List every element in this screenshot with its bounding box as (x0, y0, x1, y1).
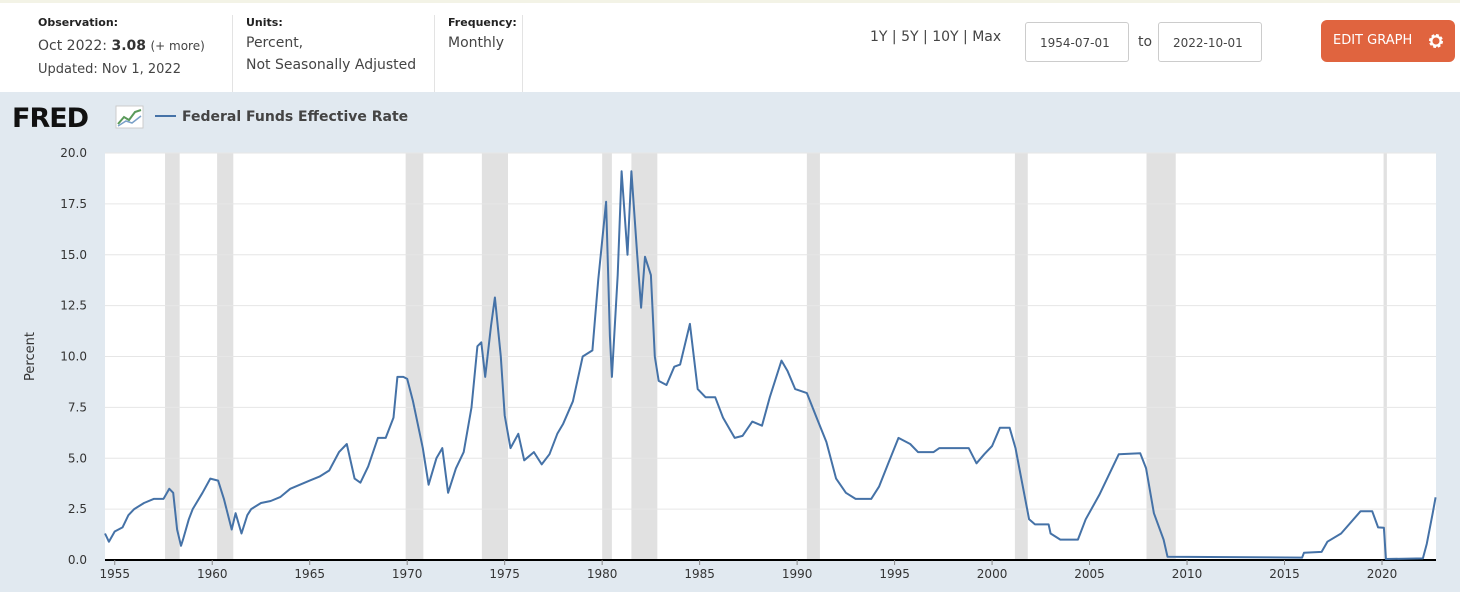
x-tick-label: 2020 (1367, 567, 1398, 581)
x-tick-label: 2015 (1269, 567, 1300, 581)
separator (232, 15, 233, 93)
y-tick-label: 10.0 (60, 350, 87, 364)
x-tick-label: 2000 (977, 567, 1008, 581)
y-axis-label: Percent (23, 332, 38, 381)
x-tick-label: 2005 (1074, 567, 1105, 581)
observation: Oct 2022: 3.08 (+ more) (38, 35, 205, 57)
x-tick-label: 1955 (99, 567, 130, 581)
header: Observation: Oct 2022: 3.08 (+ more) Upd… (0, 0, 1460, 93)
updated: Updated: Nov 1, 2022 (38, 62, 181, 77)
x-tick-label: 2010 (1172, 567, 1203, 581)
x-tick-label: 1965 (294, 567, 325, 581)
logo-icon (115, 105, 144, 129)
chart: FRED 0.0 2.5 5.0 7.5 10.0 12.5 15.0 17.5 20.0 195… (0, 92, 1460, 592)
range-option[interactable]: 5Y (901, 29, 919, 45)
range-option[interactable]: Max (972, 29, 1002, 45)
y-tick-label: 12.5 (60, 299, 87, 313)
frequency-label: Frequency: (448, 16, 517, 29)
observation-value: 3.08 (111, 38, 147, 54)
end-date-input[interactable]: 2022-10-01 (1158, 22, 1262, 62)
range-selector: 1Y | 5Y | 10Y | Max (870, 26, 1001, 48)
x-tick-label: 1970 (392, 567, 423, 581)
range-separator: | (958, 29, 973, 45)
y-tick-label: 20.0 (60, 146, 87, 160)
y-tick-label: 17.5 (60, 197, 87, 211)
x-tick-label: 1960 (197, 567, 228, 581)
y-tick-label: 2.5 (68, 502, 87, 516)
observation-label: Observation: (38, 16, 119, 29)
legend-label: Federal Funds Effective Rate (182, 109, 408, 125)
separator (522, 15, 523, 93)
range-separator: | (887, 29, 902, 45)
to-label: to (1138, 34, 1153, 50)
x-tick-label: 1975 (489, 567, 520, 581)
x-tick-label: 1990 (782, 567, 813, 581)
observation-more[interactable]: (+ more) (150, 39, 205, 53)
y-tick-label: 5.0 (68, 451, 87, 465)
x-tick-label: 1995 (879, 567, 910, 581)
y-tick-label: 15.0 (60, 248, 87, 262)
edit-graph-button[interactable]: EDIT GRAPH (1321, 20, 1455, 62)
frequency: Monthly (448, 35, 505, 51)
range-option[interactable]: 10Y (932, 29, 959, 45)
range-separator: | (918, 29, 933, 45)
x-tick-label: 1980 (587, 567, 618, 581)
units-line: Percent, (246, 35, 304, 51)
x-tick-label: 1985 (684, 567, 715, 581)
start-date-input[interactable]: 1954-07-01 (1025, 22, 1129, 62)
button-label: EDIT GRAPH (1333, 33, 1413, 48)
fred-logo: FRED (12, 103, 88, 134)
units-line: Not Seasonally Adjusted (246, 57, 417, 73)
range-option[interactable]: 1Y (870, 29, 888, 45)
y-tick-label: 0.0 (68, 553, 87, 567)
observation-date: Oct 2022: (38, 38, 108, 54)
gear-icon (1429, 34, 1443, 48)
separator (434, 15, 435, 93)
y-tick-label: 7.5 (68, 400, 87, 414)
units-label: Units: (246, 16, 283, 29)
data-line (104, 170, 1437, 560)
